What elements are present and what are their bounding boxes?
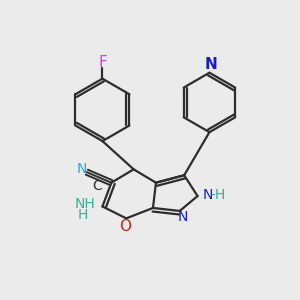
Text: N: N (203, 188, 213, 202)
Text: O: O (119, 219, 131, 234)
Text: N: N (178, 211, 188, 224)
Text: -H: -H (210, 188, 226, 202)
Text: H: H (78, 208, 88, 222)
Text: NH: NH (74, 197, 95, 211)
Text: F: F (98, 55, 107, 70)
Text: C: C (93, 179, 103, 193)
Text: N: N (205, 57, 217, 72)
Text: N: N (76, 162, 87, 176)
